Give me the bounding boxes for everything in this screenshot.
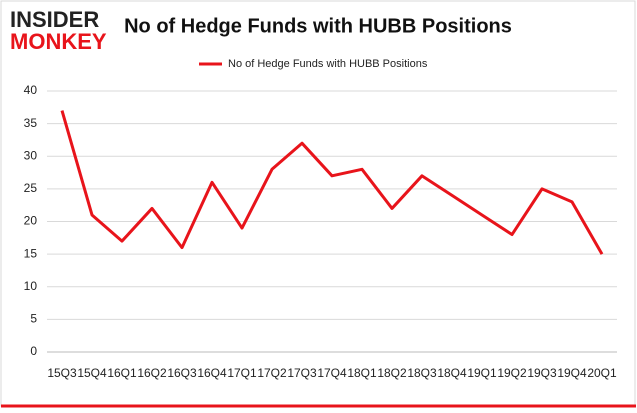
x-tick-label: 18Q1: [347, 366, 377, 380]
x-tick-label: 18Q4: [437, 366, 467, 380]
x-tick-label: 17Q1: [227, 366, 257, 380]
y-tick-label: 15: [24, 246, 38, 260]
logo-line2: MONKEY: [10, 29, 107, 54]
x-tick-label: 19Q4: [557, 366, 587, 380]
y-tick-label: 35: [24, 116, 38, 130]
x-tick-label: 16Q4: [197, 366, 227, 380]
y-tick-label: 20: [24, 214, 38, 228]
data-line: [60, 110, 604, 255]
chart-title: No of Hedge Funds with HUBB Positions: [124, 15, 512, 37]
y-tick-label: 5: [30, 312, 37, 326]
x-tick-label: 18Q2: [377, 366, 407, 380]
y-tick-label: 25: [24, 181, 38, 195]
legend-label: No of Hedge Funds with HUBB Positions: [228, 58, 428, 70]
y-tick-label: 30: [24, 148, 38, 162]
x-tick-label: 18Q3: [407, 366, 437, 380]
y-tick-label: 0: [30, 344, 37, 358]
x-tick-label: 15Q4: [77, 366, 107, 380]
x-tick-label: 19Q3: [527, 366, 557, 380]
x-tick-label: 17Q4: [317, 366, 347, 380]
logo-line1: INSIDER: [10, 7, 99, 32]
y-tick-label: 40: [24, 83, 38, 97]
x-tick-label: 15Q3: [47, 366, 77, 380]
x-tick-label: 19Q1: [467, 366, 497, 380]
x-tick-label: 16Q1: [107, 366, 137, 380]
x-tick-label: 16Q3: [167, 366, 197, 380]
y-tick-label: 10: [24, 279, 38, 293]
x-tick-label: 19Q2: [497, 366, 527, 380]
x-tick-label: 16Q2: [137, 366, 167, 380]
x-tick-label: 17Q2: [257, 366, 287, 380]
x-tick-label: 20Q1: [587, 366, 617, 380]
x-tick-label: 17Q3: [287, 366, 317, 380]
